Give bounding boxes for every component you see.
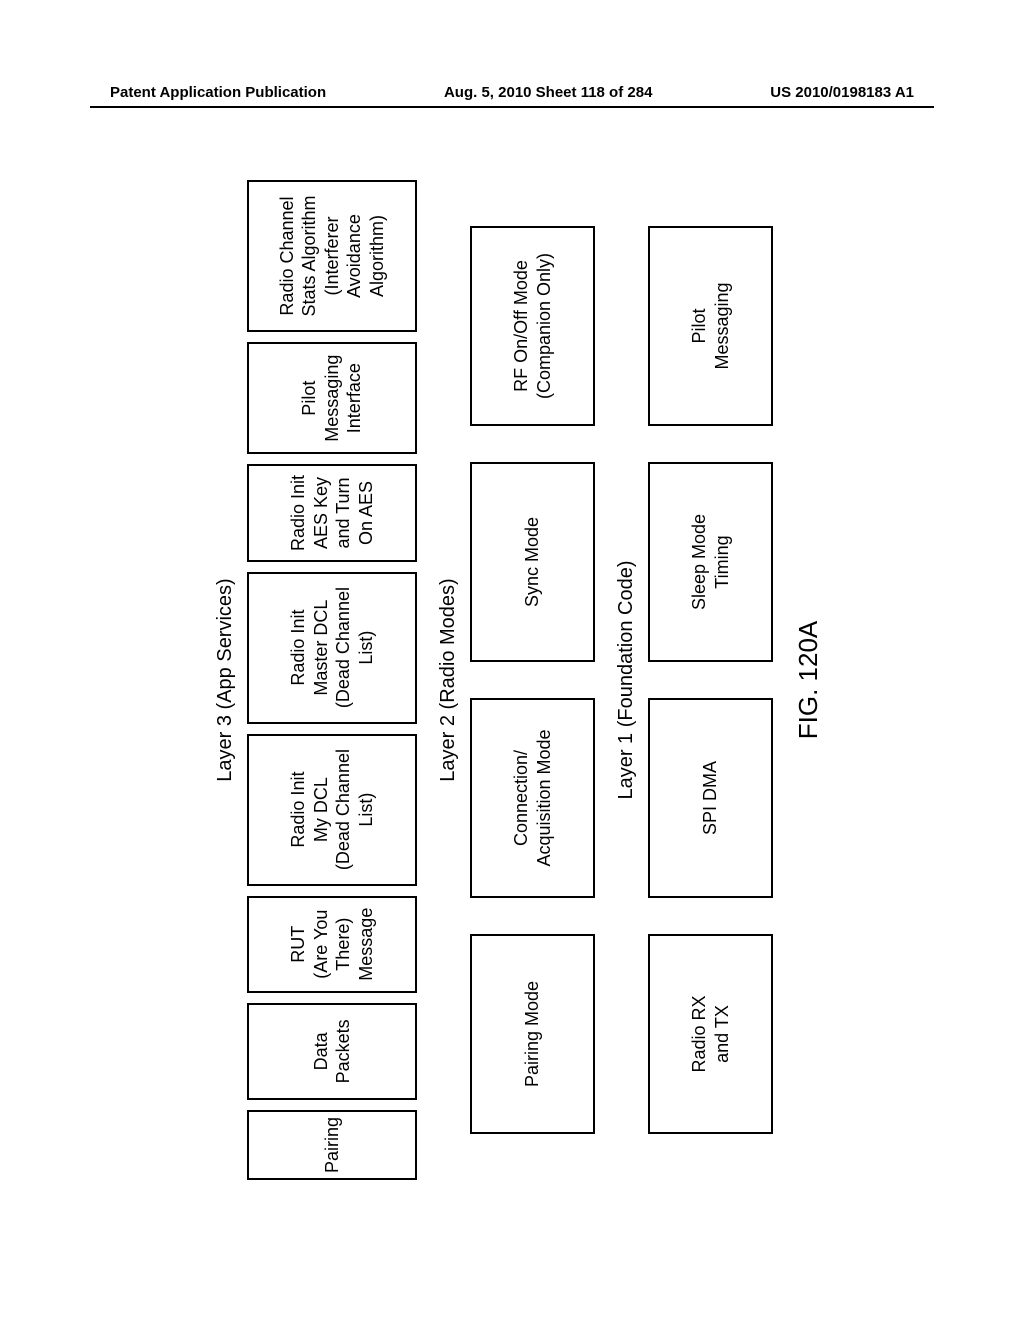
box-radio-channel-stats: Radio ChannelStats Algorithm(InterfererA… xyxy=(247,180,417,332)
box-radio-rx-tx: Radio RXand TX xyxy=(648,934,773,1134)
box-pilot-messaging: PilotMessaging xyxy=(648,226,773,426)
box-sync-mode: Sync Mode xyxy=(470,462,595,662)
layer1-title: Layer 1 (Foundation Code) xyxy=(615,180,638,1180)
layer2-title: Layer 2 (Radio Modes) xyxy=(437,180,460,1180)
header-left: Patent Application Publication xyxy=(110,84,326,101)
layer1-row: Radio RXand TX SPI DMA Sleep ModeTiming … xyxy=(648,180,773,1180)
box-pairing-mode: Pairing Mode xyxy=(470,934,595,1134)
page: Patent Application Publication Aug. 5, 2… xyxy=(0,0,1024,1320)
box-rf-onoff-mode: RF On/Off Mode(Companion Only) xyxy=(470,226,595,426)
box-aes: Radio InitAES Keyand TurnOn AES xyxy=(247,464,417,561)
box-spi-dma: SPI DMA xyxy=(648,698,773,898)
box-pairing: Pairing xyxy=(247,1110,417,1180)
box-sleep-mode-timing: Sleep ModeTiming xyxy=(648,462,773,662)
layer3-row: Pairing DataPackets RUT(Are YouThere)Mes… xyxy=(247,180,417,1180)
box-my-dcl: Radio InitMy DCL(Dead ChannelList) xyxy=(247,734,417,886)
layer2-row: Pairing Mode Connection/Acquisition Mode… xyxy=(470,180,595,1180)
layer3-title: Layer 3 (App Services) xyxy=(214,180,237,1180)
box-rut-message: RUT(Are YouThere)Message xyxy=(247,896,417,993)
box-connection-acquisition-mode: Connection/Acquisition Mode xyxy=(470,698,595,898)
header-row: Patent Application Publication Aug. 5, 2… xyxy=(0,84,1024,101)
header-rule xyxy=(90,106,934,108)
header-center: Aug. 5, 2010 Sheet 118 of 284 xyxy=(444,84,652,101)
box-pilot-messaging-interface: PilotMessagingInterface xyxy=(247,342,417,454)
header-right: US 2010/0198183 A1 xyxy=(770,84,914,101)
box-data-packets: DataPackets xyxy=(247,1003,417,1100)
figure-label: FIG. 120A xyxy=(793,180,824,1180)
diagram: Layer 3 (App Services) Pairing DataPacke… xyxy=(214,180,824,1180)
box-master-dcl: Radio InitMaster DCL(Dead ChannelList) xyxy=(247,572,417,724)
diagram-rotated-wrapper: Layer 3 (App Services) Pairing DataPacke… xyxy=(200,180,824,1180)
